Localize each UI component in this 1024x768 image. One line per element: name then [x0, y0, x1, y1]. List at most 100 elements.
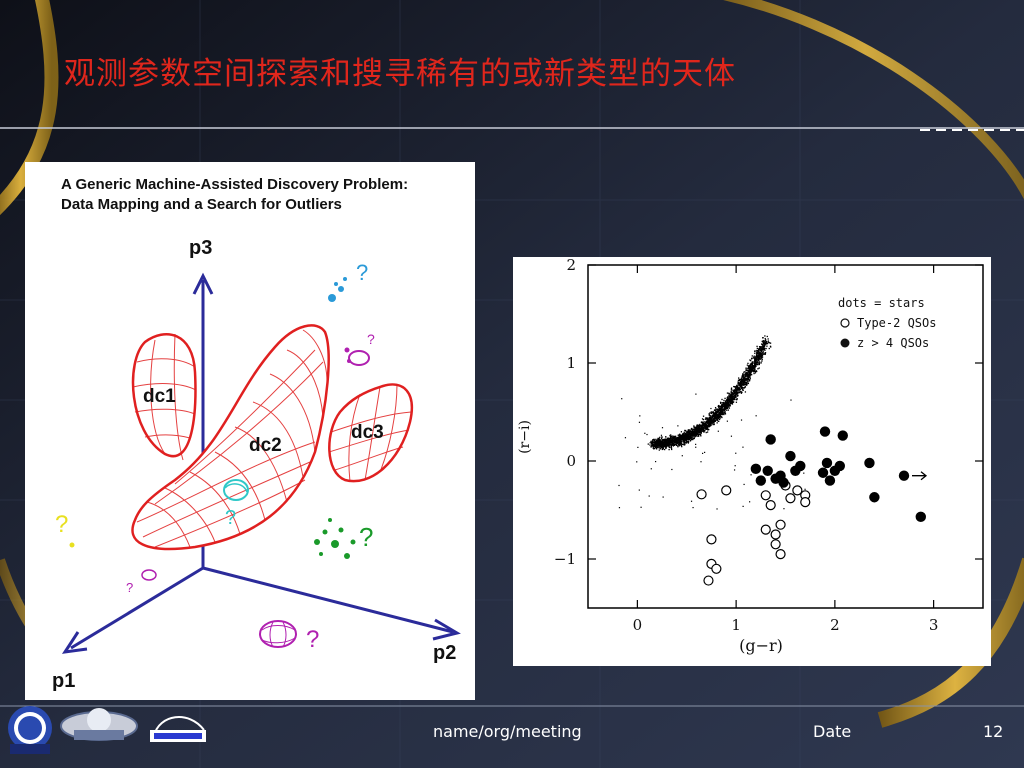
- star-dot: [734, 390, 736, 392]
- star-dot: [744, 379, 746, 382]
- star-dot: [769, 345, 772, 347]
- star-dot: [763, 353, 765, 355]
- star-dot: [684, 437, 686, 440]
- star-dot: [667, 443, 670, 445]
- star-dot: [736, 390, 738, 392]
- star-dot: [760, 354, 763, 357]
- star-dot: [665, 441, 667, 443]
- star-dot: [804, 488, 806, 490]
- star-dot: [661, 439, 664, 441]
- star-dot: [733, 386, 736, 388]
- star-dot: [752, 367, 754, 370]
- star-dot: [718, 416, 720, 418]
- star-dot: [652, 441, 654, 443]
- star-dot: [659, 439, 661, 442]
- star-dot: [670, 435, 673, 437]
- star-dot: [665, 436, 667, 438]
- star-dot: [652, 444, 654, 447]
- star-dot: [692, 432, 694, 434]
- color-color-chart: 0 1 2 3 2 1 0 −1 (g−r) (r−i) dots = stars Type-…: [513, 257, 991, 666]
- star-dot: [735, 398, 738, 400]
- star-dot: [695, 443, 697, 445]
- star-dot: [670, 445, 672, 447]
- star-dot: [658, 437, 660, 440]
- star-dot: [746, 384, 748, 386]
- star-dot: [756, 354, 758, 357]
- star-dot: [650, 440, 652, 443]
- star-dot: [671, 444, 674, 446]
- star-dot: [754, 361, 756, 364]
- star-dot: [681, 445, 683, 448]
- star-dot: [737, 383, 739, 385]
- star-dot: [681, 455, 683, 457]
- star-dot: [724, 410, 726, 413]
- star-dot: [660, 446, 663, 448]
- star-dot: [679, 434, 681, 436]
- star-dot: [693, 437, 695, 440]
- outlier-yellow: ?: [55, 511, 75, 548]
- star-dot: [742, 378, 744, 381]
- star-dot: [710, 417, 713, 420]
- diagram-axes: [61, 272, 461, 654]
- star-dot: [755, 415, 757, 417]
- star-dot: [687, 441, 690, 443]
- star-dot: [674, 440, 677, 442]
- star-dot: [752, 369, 755, 371]
- star-dot: [755, 358, 757, 360]
- star-dot: [724, 401, 727, 403]
- star-dot: [730, 387, 733, 389]
- star-dot: [742, 505, 744, 507]
- star-dot: [763, 341, 765, 344]
- star-dot: [752, 366, 755, 369]
- star-dot: [714, 420, 716, 422]
- star-dot: [664, 445, 666, 447]
- star-dot: [749, 363, 752, 365]
- star-dot: [660, 434, 663, 436]
- star-dot: [747, 367, 749, 370]
- star-dot: [764, 335, 766, 337]
- star-dot: [738, 384, 741, 386]
- star-dot: [729, 396, 731, 399]
- star-dot: [744, 379, 747, 381]
- star-dot: [747, 374, 749, 376]
- star-dot: [659, 436, 661, 438]
- star-dot: [673, 442, 675, 444]
- star-dot: [701, 428, 703, 430]
- star-dot: [726, 406, 728, 408]
- star-dot: [709, 419, 712, 422]
- star-dot: [694, 435, 696, 437]
- star-dot: [716, 411, 718, 413]
- star-dot: [749, 364, 751, 367]
- star-dot: [715, 412, 717, 414]
- star-dot: [660, 437, 663, 440]
- star-dot: [726, 407, 729, 409]
- star-dot: [739, 382, 741, 385]
- star-dot: [750, 362, 753, 365]
- star-dot: [659, 440, 661, 443]
- star-dot: [750, 369, 752, 371]
- star-dot: [716, 422, 718, 424]
- star-dot: [754, 369, 756, 371]
- star-dot: [658, 441, 660, 443]
- star-dot: [720, 410, 722, 412]
- star-dot: [691, 427, 693, 430]
- star-dot: [717, 413, 719, 415]
- star-dot: [694, 428, 697, 430]
- star-dot: [684, 432, 687, 435]
- star-dot: [662, 496, 664, 498]
- star-dot: [702, 422, 704, 424]
- star-dot: [687, 440, 690, 442]
- star-dot: [743, 384, 745, 386]
- star-dot: [707, 421, 710, 424]
- star-dot: [755, 371, 757, 373]
- star-dot: [740, 377, 742, 380]
- star-dot: [726, 409, 728, 411]
- star-dot: [666, 443, 668, 445]
- star-dot: [707, 426, 709, 428]
- star-dot: [734, 390, 737, 392]
- star-dot: [722, 404, 724, 407]
- x-tick-label: 3: [929, 616, 939, 634]
- star-dot: [690, 438, 693, 441]
- star-dot: [763, 348, 765, 350]
- star-dot: [770, 346, 772, 348]
